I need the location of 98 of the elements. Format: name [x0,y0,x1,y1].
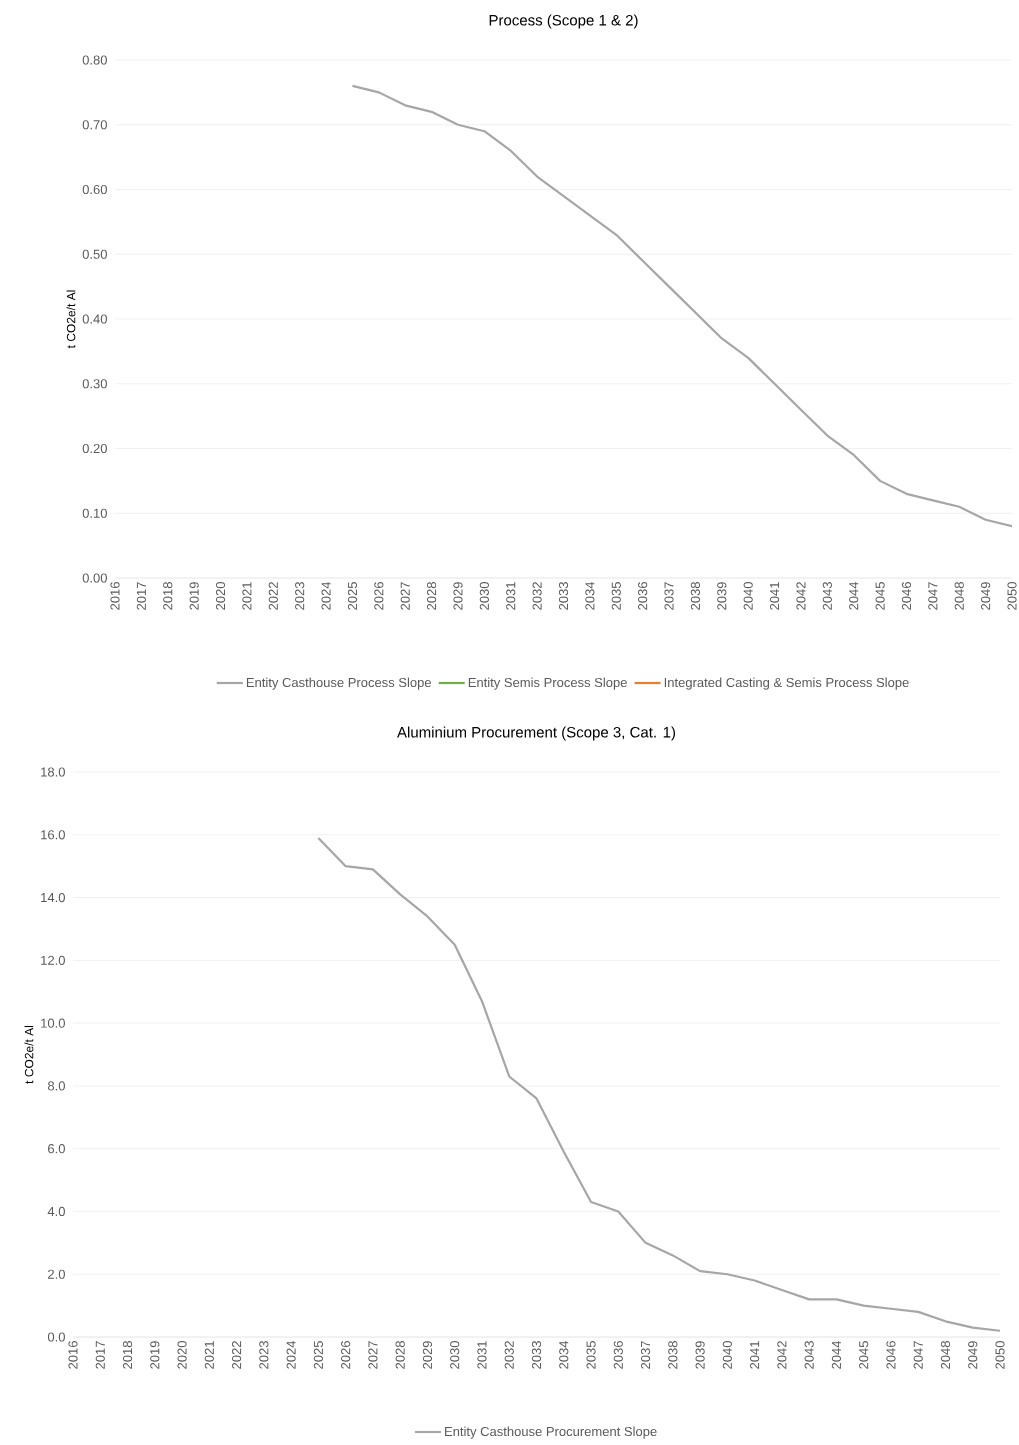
x-tick-label: 2039 [717,582,727,610]
x-tick-label: 2019 [189,582,199,610]
x-tick-label: 2044 [831,1340,842,1369]
y-tick-label: 18.0 [41,767,65,777]
x-tick-label: 2050 [1007,582,1017,610]
x-tick-label: 2029 [422,1341,433,1369]
x-tick-label: 2046 [901,582,912,610]
x-tick-label: 2042 [777,1341,787,1369]
x-tick-label: 2050 [995,1341,1005,1369]
y-tick-label: 2.0 [48,1269,65,1279]
x-tick-label: 2048 [940,1341,951,1369]
x-tick-label: 2035 [611,582,621,610]
x-tick-label: 2037 [664,582,674,610]
y-tick-label: 0.50 [82,249,107,259]
x-tick-label: 2028 [426,582,437,610]
chart-title: Aluminium Procurement (Scope 3, Cat. 1) [397,726,676,741]
x-tick-label: 2046 [886,1341,896,1369]
x-tick-label: 2031 [477,1341,487,1369]
x-tick-label: 2033 [558,582,569,610]
x-tick-label: 2042 [796,582,806,610]
x-tick-label: 2017 [95,1341,105,1369]
x-tick-label: 2044 [849,581,859,610]
x-tick-label: 2023 [259,1341,269,1369]
x-tick-label: 2018 [163,582,173,610]
x-tick-label: 2022 [268,582,278,610]
x-tick-label: 2016 [110,582,120,610]
x-tick-label: 2030 [450,1341,460,1369]
x-tick-label: 2018 [122,1341,133,1369]
y-tick-label: 0.20 [82,443,107,454]
y-tick-label: 0.10 [82,508,107,518]
y-tick-label: 0.80 [82,55,107,65]
line-series [317,836,1001,1332]
x-tick-label: 2037 [640,1341,651,1369]
y-tick-label: 0.0 [47,1332,65,1342]
x-tick-label: 2020 [215,582,226,610]
y-tick-label: 12.0 [41,955,65,965]
y-tick-label: 0.40 [82,314,107,324]
y-tick-label: 0.00 [82,573,107,583]
x-tick-label: 2040 [722,1341,732,1369]
y-tick-label: 0.70 [82,120,107,130]
chart-title: Process (Scope 1 & 2) [489,14,638,29]
x-tick-label: 2016 [68,1341,78,1369]
y-tick-label: 6.0 [48,1144,65,1154]
x-tick-label: 2034 [585,581,595,610]
x-tick-label: 2048 [954,582,964,610]
x-tick-label: 2024 [321,581,331,610]
x-tick-label: 2020 [177,1341,187,1369]
x-tick-label: 2032 [532,582,542,610]
legend-label: Entity Casthouse Process Slope [246,677,431,690]
x-tick-label: 2021 [242,582,252,610]
x-tick-label: 2025 [347,582,358,610]
x-tick-label: 2049 [981,582,991,610]
x-tick-label: 2017 [136,582,146,610]
x-tick-label: 2041 [769,582,780,610]
y-tick-label: 16.0 [41,830,65,840]
legend-label: Entity Semis Process Slope [468,677,627,690]
y-tick-label: 8.0 [47,1081,65,1091]
x-tick-label: 2024 [286,1340,296,1369]
x-tick-label: 2031 [506,582,516,610]
x-tick-label: 2033 [531,1341,542,1369]
x-tick-label: 2045 [859,1341,869,1369]
x-tick-label: 2038 [668,1341,678,1369]
x-tick-label: 2036 [613,1341,623,1369]
x-tick-label: 2022 [231,1341,242,1369]
x-tick-label: 2026 [341,1341,351,1369]
x-tick-label: 2025 [313,1341,323,1369]
y-tick-label: 4.0 [47,1206,65,1217]
x-tick-label: 2043 [822,582,832,610]
x-tick-label: 2027 [400,582,410,610]
x-tick-label: 2043 [804,1341,814,1369]
x-tick-label: 2035 [586,1341,596,1369]
x-tick-label: 2047 [928,582,938,610]
x-tick-label: 2040 [743,582,753,610]
legend-label: Entity Casthouse Procurement Slope [445,1426,657,1439]
x-tick-label: 2045 [875,582,885,610]
x-tick-label: 2026 [374,582,384,610]
x-tick-label: 2023 [295,582,305,610]
x-tick-label: 2038 [690,582,701,610]
x-tick-label: 2049 [968,1341,978,1369]
y-tick-label: 10.0 [41,1018,65,1028]
x-tick-label: 2047 [913,1341,923,1369]
y-tick-label: 0.60 [82,184,107,195]
x-tick-label: 2019 [150,1341,160,1369]
x-tick-label: 2041 [750,1341,760,1369]
y-axis-title: t CO2e/t Al [24,1025,34,1084]
y-tick-label: 0.30 [82,379,107,389]
legend-label: Integrated Casting & Semis Process Slope [664,677,909,690]
x-tick-label: 2027 [368,1341,378,1369]
y-axis-title: t CO2e/t Al [66,290,76,349]
y-tick-label: 14.0 [41,892,65,903]
x-tick-label: 2032 [504,1341,514,1369]
x-tick-label: 2036 [638,582,648,610]
x-tick-label: 2029 [453,582,463,610]
x-tick-label: 2034 [559,1340,569,1369]
x-tick-label: 2030 [479,582,489,610]
x-tick-label: 2028 [395,1341,405,1369]
x-tick-label: 2021 [204,1341,214,1369]
x-tick-label: 2039 [695,1341,705,1369]
